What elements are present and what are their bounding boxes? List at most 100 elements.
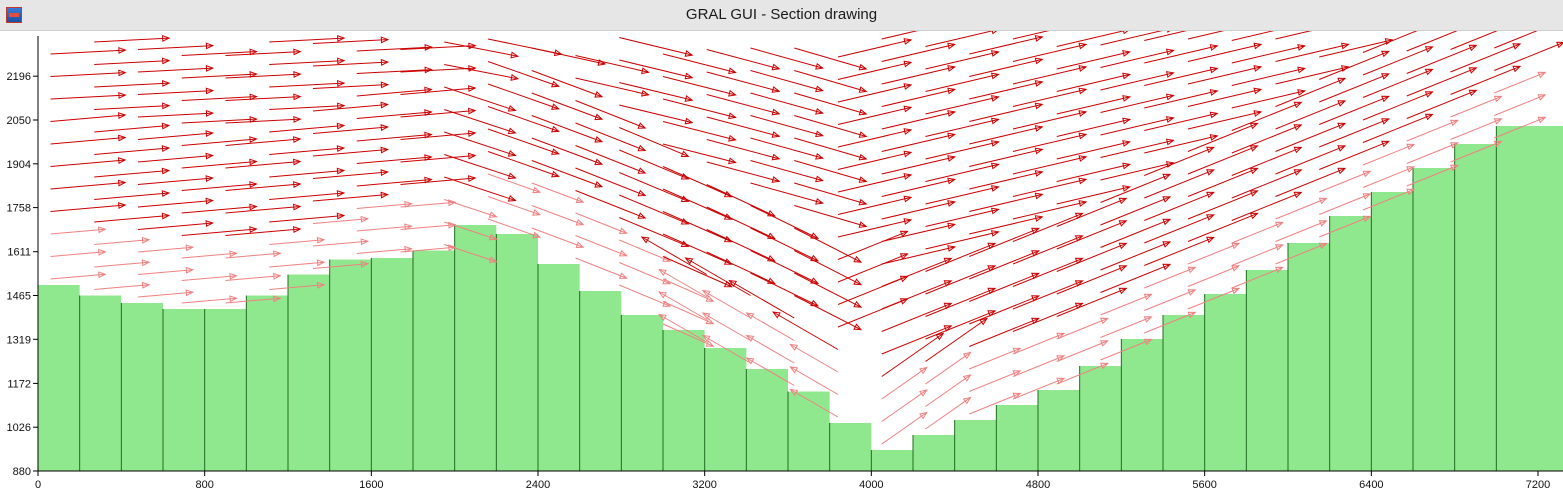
terrain-column: [621, 315, 663, 471]
wind-vector-head: [467, 107, 477, 115]
wind-vector: [225, 205, 301, 214]
wind-vector-head: [205, 42, 215, 50]
section-drawing-plot[interactable]: 0 800 1600 2400 3200 4000 4800 5600 6400 7200 880 1…: [0, 31, 1563, 504]
wind-vector-head: [1165, 48, 1175, 56]
wind-vector-head: [1556, 41, 1563, 49]
terrain-column: [996, 405, 1038, 471]
wind-vector-head: [575, 196, 585, 204]
wind-vector: [137, 154, 213, 163]
wind-vector-head: [935, 332, 945, 341]
wind-vector-head: [1381, 95, 1390, 103]
wind-vector: [658, 314, 707, 343]
wind-vector-head: [1362, 215, 1372, 223]
wind-vector: [225, 138, 301, 146]
wind-vector: [137, 90, 213, 95]
wind-vector-head: [1056, 355, 1066, 362]
wind-vector: [925, 208, 999, 227]
wind-vector-head: [249, 115, 258, 123]
wind-vector: [1144, 135, 1218, 154]
wind-vector: [772, 311, 839, 350]
wind-vector-head: [1468, 89, 1478, 97]
wind-vector: [444, 154, 516, 179]
wind-vector-head: [990, 117, 1000, 125]
wind-vector: [969, 347, 1021, 370]
wind-vector-head: [745, 312, 755, 320]
wind-vector-head: [858, 198, 868, 206]
terrain-column: [746, 369, 788, 471]
wind-vector: [181, 205, 257, 214]
wind-vector-head: [162, 79, 171, 87]
wind-vector-head: [551, 148, 560, 155]
wind-vector: [925, 231, 999, 250]
wind-vector-head: [1034, 80, 1044, 87]
wind-vector-head: [1162, 196, 1172, 203]
wind-vector-head: [161, 212, 171, 220]
wind-vector: [1144, 169, 1214, 199]
wind-vector-head: [947, 42, 957, 50]
wind-vector: [444, 86, 516, 111]
wind-vector-head: [1122, 50, 1132, 57]
wind-vector: [181, 275, 237, 281]
wind-vector: [269, 261, 325, 268]
wind-vector-head: [1468, 67, 1478, 74]
wind-vector-head: [919, 389, 928, 397]
wind-vector-head: [1074, 235, 1084, 242]
wind-vector-head: [141, 259, 151, 267]
wind-vector: [1012, 31, 1050, 40]
wind-vector: [1012, 133, 1087, 152]
wind-vector: [794, 227, 862, 263]
wind-vector: [1231, 146, 1302, 176]
wind-vector: [1100, 218, 1171, 248]
wind-vector: [837, 129, 912, 148]
wind-vector-head: [1253, 65, 1263, 72]
wind-vector-head: [1034, 35, 1044, 42]
wind-vector: [225, 228, 301, 236]
wind-vector: [925, 374, 971, 407]
wind-vector-head: [336, 212, 346, 220]
wind-vector: [1056, 197, 1127, 227]
section-chart[interactable]: 0 800 1600 2400 3200 4000 4800 5600 6400 7200 880 1…: [0, 31, 1563, 504]
terrain-column: [1288, 243, 1330, 471]
wind-vector: [137, 269, 193, 275]
wind-vector: [575, 212, 627, 234]
wind-vector-head: [1406, 143, 1416, 151]
terrain-column: [79, 295, 122, 471]
wind-vector: [706, 94, 780, 115]
wind-vector-head: [575, 241, 585, 249]
wind-vector: [1275, 122, 1346, 152]
wind-vector-head: [1143, 293, 1153, 301]
wind-vector-head: [249, 158, 258, 166]
wind-vector-head: [118, 91, 127, 99]
wind-vector-head: [1537, 116, 1547, 124]
wind-vector-head: [1318, 220, 1328, 227]
wind-vector-head: [337, 57, 346, 65]
wind-vector: [1362, 68, 1433, 98]
wind-vector-head: [1512, 65, 1522, 73]
wind-vector: [94, 239, 150, 245]
wind-vector: [662, 211, 732, 243]
wind-vector: [1012, 332, 1065, 355]
wind-vector: [1056, 265, 1127, 295]
wind-vector: [225, 73, 301, 79]
wind-vector: [1100, 139, 1174, 158]
wind-vector: [487, 218, 541, 238]
wind-vector: [794, 205, 867, 227]
wind-vector: [1275, 43, 1349, 62]
wind-vector-head: [249, 93, 258, 101]
wind-vector-head: [658, 313, 667, 321]
wind-vector-head: [118, 46, 127, 54]
terrain-column: [913, 435, 955, 471]
wind-vector-head: [249, 48, 258, 56]
x-tick-label: 7200: [1526, 479, 1550, 491]
wind-vector: [750, 182, 823, 204]
y-tick-label: 1758: [7, 203, 31, 215]
wind-vector-head: [815, 175, 824, 183]
wind-vector: [225, 160, 301, 169]
wind-vector-head: [510, 51, 520, 59]
wind-vector-head: [1206, 214, 1215, 221]
gral-app-icon[interactable]: [6, 7, 22, 23]
wind-vector-head: [962, 374, 972, 382]
wind-vector: [837, 106, 912, 125]
wind-vector: [1187, 265, 1240, 287]
wind-vector-head: [336, 190, 346, 198]
